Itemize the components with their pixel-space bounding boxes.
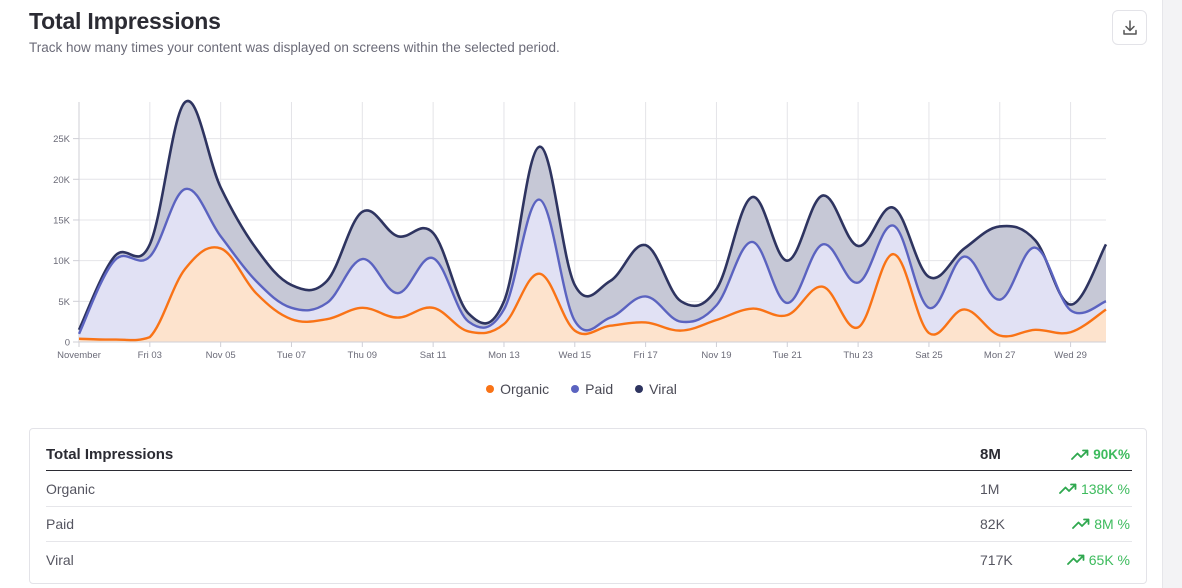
table-row: Paid 82K 8M % (46, 507, 1132, 542)
row-change-text: 65K % (1088, 551, 1130, 568)
row-value: 1M (980, 481, 1000, 497)
x-tick-label: Sat 11 (420, 350, 447, 361)
x-tick-label: Nov 19 (701, 350, 731, 361)
x-tick-label: November (57, 350, 101, 361)
page-title: Total Impressions (29, 8, 221, 34)
x-tick-label: Nov 05 (206, 350, 236, 361)
chart-legend: Organic Paid Viral (0, 381, 1163, 397)
row-name: Paid (46, 516, 75, 532)
row-value: 82K (980, 516, 1005, 532)
row-change: 138K % (1059, 481, 1130, 497)
row-name: Viral (46, 551, 74, 568)
line-paid (77, 187, 1107, 335)
impressions-chart: 0 5K 10K 15K 20K 25K November Fri 03 Nov 05 Tue 0… (0, 90, 1163, 420)
x-tick-label: Tue 21 (773, 350, 802, 361)
area-organic (79, 247, 1106, 342)
trending-up-icon (1066, 554, 1085, 565)
trending-up-icon (1071, 449, 1089, 460)
legend-item-viral[interactable]: Viral (635, 381, 677, 397)
trending-up-icon (1059, 483, 1077, 494)
download-button[interactable] (1112, 10, 1147, 45)
row-change-text: 138K % (1080, 481, 1130, 497)
table-row: Viral 717K 65K % (46, 542, 1132, 577)
line-viral (77, 99, 1108, 331)
legend-item-paid[interactable]: Paid (571, 381, 613, 397)
x-tick-label: Tue 07 (277, 350, 306, 361)
x-tick-label: Wed 29 (1054, 350, 1087, 361)
area-paid (79, 188, 1106, 342)
legend-label-paid: Paid (585, 381, 614, 397)
x-tick-label: Wed 15 (559, 350, 592, 361)
page-subtitle: Track how many times your content was di… (29, 40, 560, 55)
summary-total-change: 90K% (1071, 447, 1130, 462)
summary-total-change-text: 90K% (1093, 447, 1130, 462)
row-change: 8M % (1072, 516, 1130, 532)
y-tick-label: 5K (58, 297, 70, 308)
table-row: Organic 1M 138K % (46, 472, 1132, 507)
x-tick-label: Mon 13 (488, 350, 520, 361)
legend-item-organic[interactable]: Organic (486, 381, 549, 397)
chart-svg: 0 5K 10K 15K 20K 25K November Fri 03 Nov 05 Tue 0… (53, 99, 1108, 361)
legend-dot-viral (635, 385, 644, 393)
legend-dot-organic (486, 385, 495, 393)
summary-table: Total Impressions 8M 90K% Organic 1M 138… (29, 428, 1147, 584)
summary-header-row: Total Impressions 8M 90K% (46, 439, 1132, 471)
x-tick-label: Fri 17 (633, 350, 657, 361)
y-tick-label: 20K (53, 175, 71, 186)
row-change: 65K % (1066, 551, 1130, 568)
row-change-text: 8M % (1094, 516, 1130, 532)
row-name: Organic (46, 481, 96, 497)
line-organic (78, 246, 1107, 342)
y-tick-label: 15K (53, 215, 71, 226)
download-icon (1122, 19, 1137, 35)
x-tick-label: Sat 25 (915, 350, 942, 361)
x-tick-label: Fri 03 (138, 350, 162, 361)
legend-dot-paid (571, 385, 580, 393)
legend-label-viral: Viral (649, 381, 677, 397)
x-tick-label: Thu 09 (348, 350, 378, 361)
trending-up-icon (1072, 518, 1090, 529)
y-tick-label: 0 (65, 338, 70, 349)
x-tick-label: Mon 27 (984, 350, 1016, 361)
y-tick-label: 25K (53, 134, 71, 145)
summary-title: Total Impressions (46, 446, 174, 463)
summary-total: 8M (980, 446, 1001, 463)
row-value: 717K (980, 551, 1013, 568)
legend-label-organic: Organic (500, 381, 550, 397)
y-tick-label: 10K (53, 256, 71, 267)
x-tick-label: Thu 23 (843, 350, 873, 361)
